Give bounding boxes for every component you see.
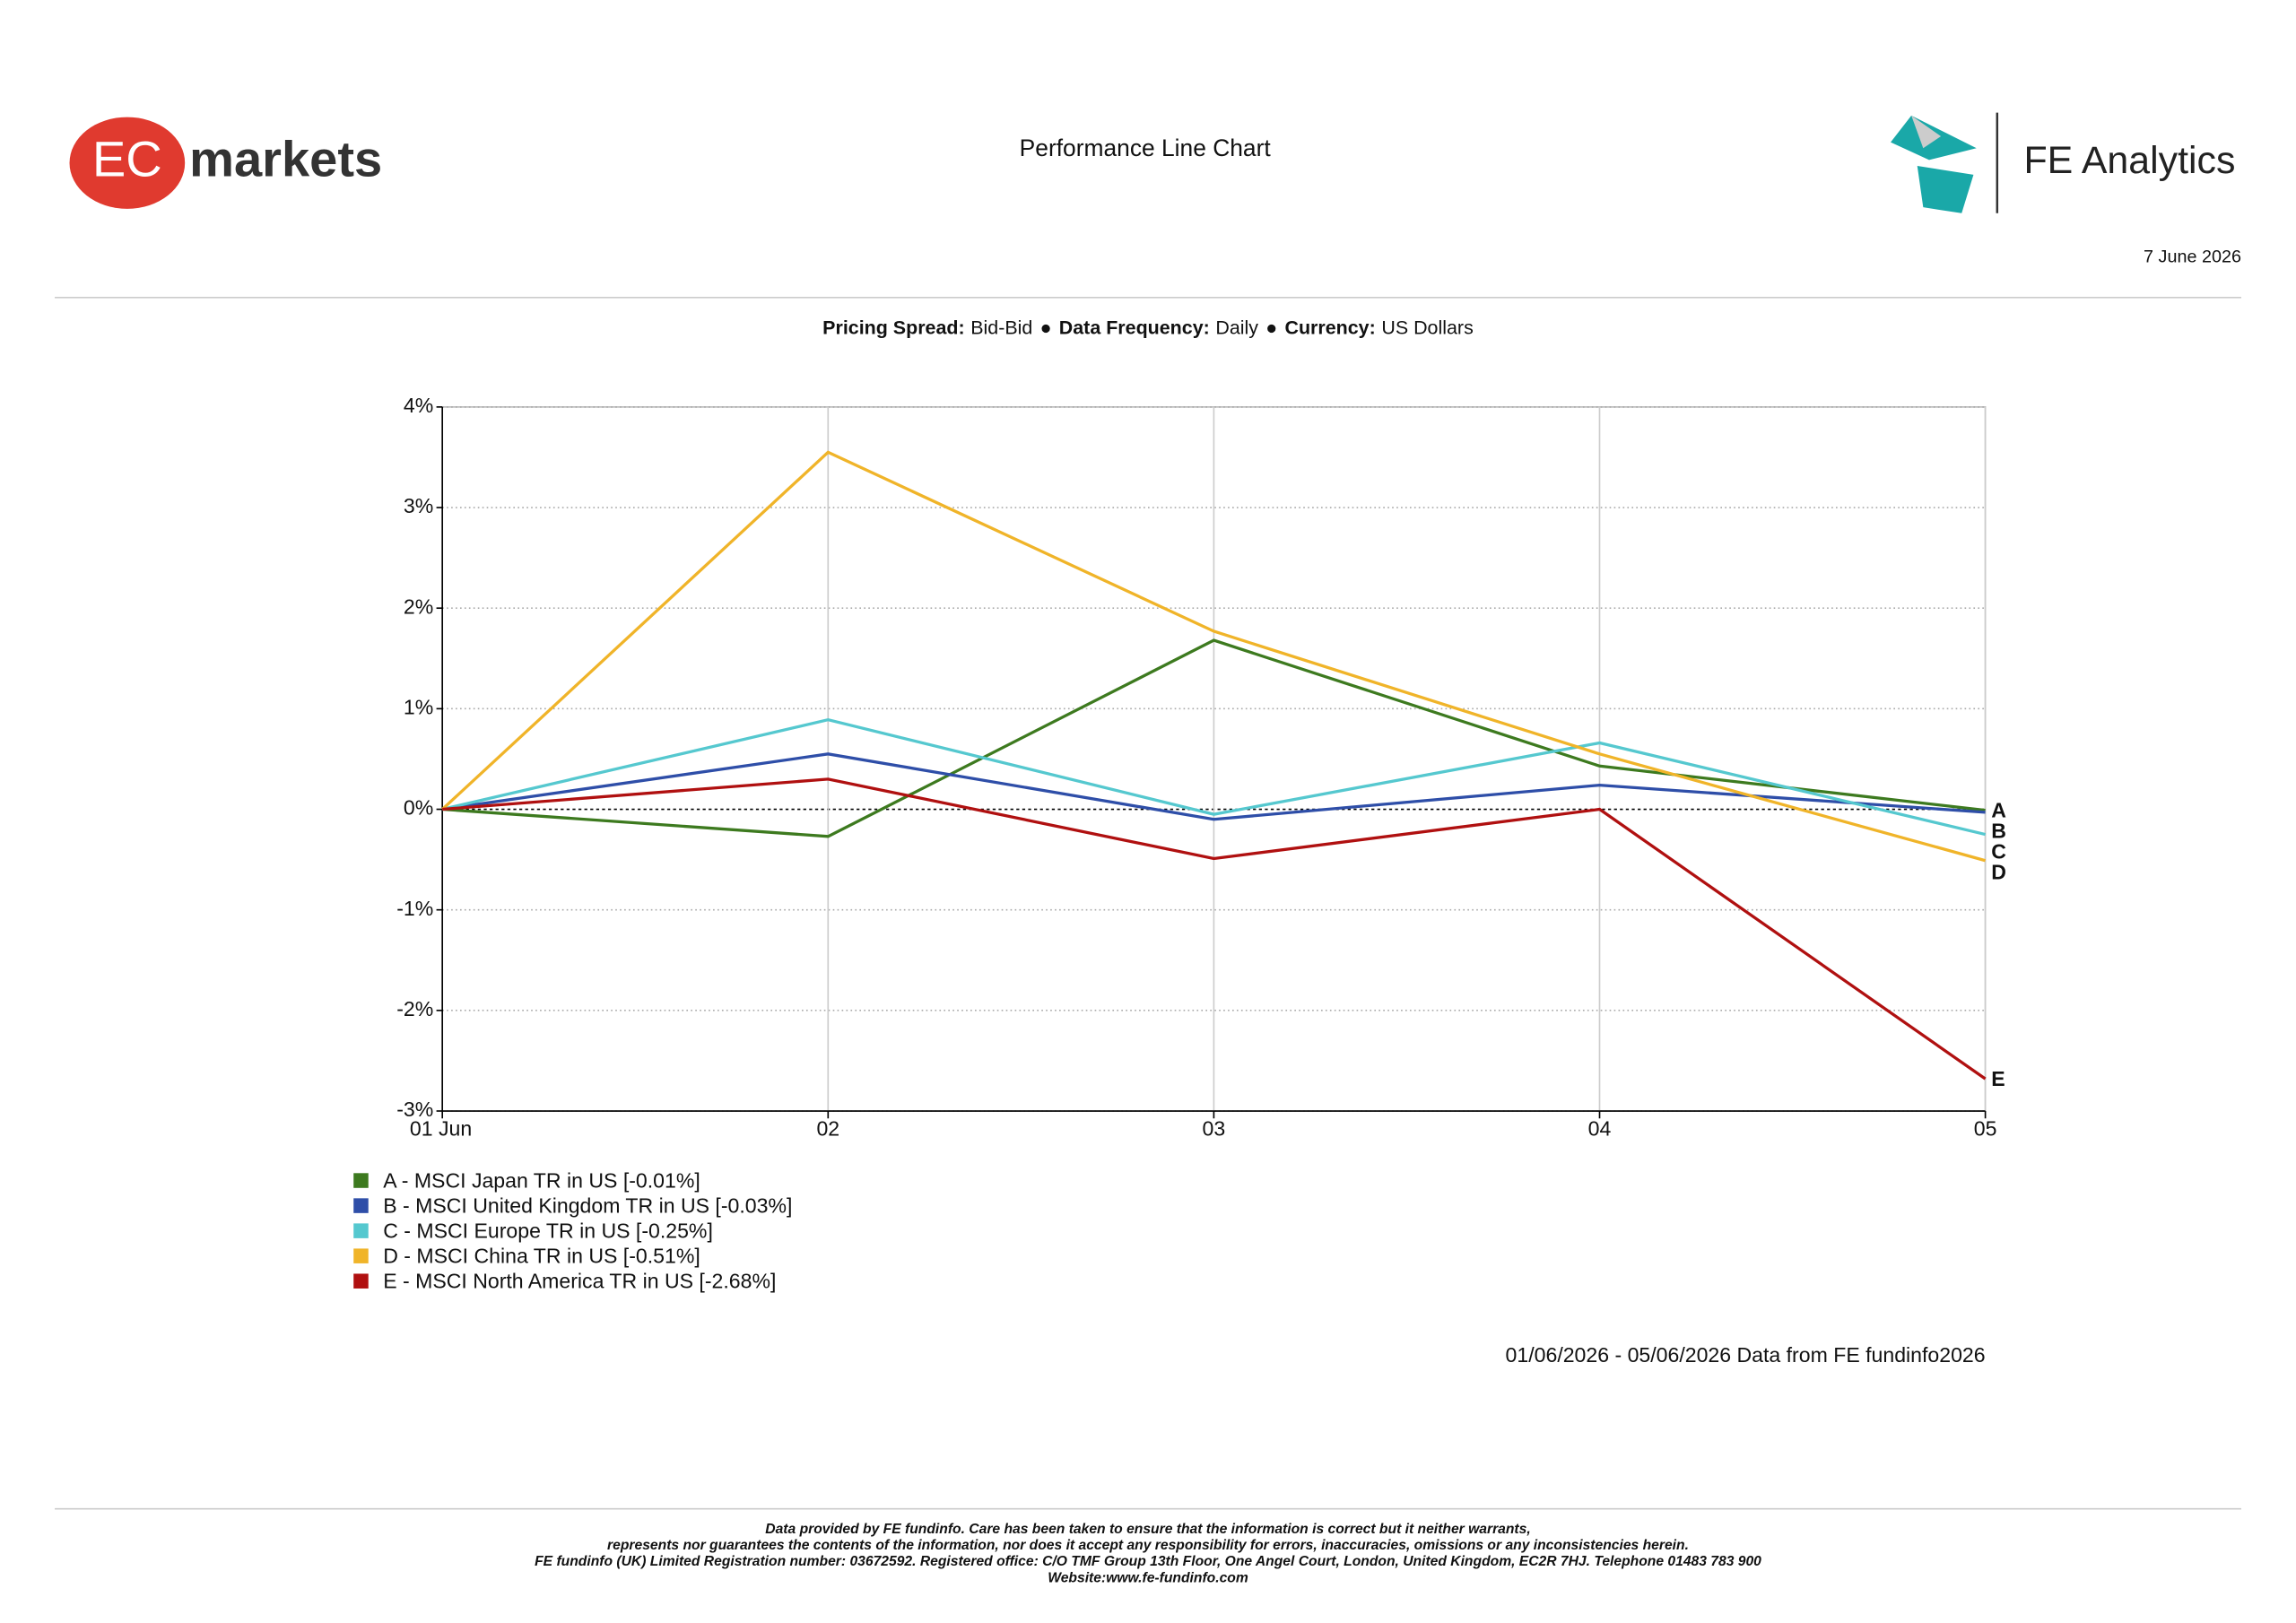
logo-shape <box>1917 166 1974 213</box>
end-label: E <box>1991 1067 2005 1090</box>
legend-swatch <box>353 1273 369 1289</box>
disclaimer-line: represents nor guarantees the contents o… <box>607 1538 1689 1553</box>
logo-mark: EC <box>92 131 162 187</box>
x-tick-label: 02 <box>816 1117 839 1141</box>
legend-swatch <box>353 1198 369 1213</box>
separator: ● <box>1040 317 1052 338</box>
y-tick-label: 0% <box>404 796 433 820</box>
fe-logo: FE Analytics <box>1891 112 2235 213</box>
logo-shape <box>1911 115 1942 149</box>
x-tick-label: 05 <box>1974 1117 1997 1141</box>
setting-label: Currency: <box>1284 317 1375 338</box>
report-date: 7 June 2026 <box>2144 247 2241 267</box>
setting-value: Daily <box>1215 317 1258 338</box>
series-line <box>441 718 1986 837</box>
page-title: Performance Line Chart <box>1020 135 1272 161</box>
x-tick-label: 01 Jun <box>410 1117 472 1141</box>
y-tick-label: -3% <box>396 1098 433 1121</box>
y-tick-label: 2% <box>404 595 433 618</box>
legend-label: A - MSCI Japan TR in US [-0.01%] <box>383 1168 700 1192</box>
y-tick-label: 4% <box>404 394 433 417</box>
ec-logo: EC markets <box>69 117 382 209</box>
y-tick-label: -1% <box>396 897 433 920</box>
legend-label: E - MSCI North America TR in US [-2.68%] <box>383 1269 776 1292</box>
legend-label: B - MSCI United Kingdom TR in US [-0.03%… <box>383 1193 792 1217</box>
x-tick-label: 03 <box>1203 1117 1226 1141</box>
y-tick-label: 1% <box>404 695 433 718</box>
end-label: D <box>1991 861 2006 884</box>
legend-swatch <box>353 1248 369 1263</box>
disclaimer-line: Data provided by FE fundinfo. Care has b… <box>765 1522 1530 1537</box>
disclaimer-line: Website:www.fe-fundinfo.com <box>1048 1570 1248 1585</box>
settings-line: Pricing Spread: Bid-Bid ● Data Frequency: Da… <box>822 317 1474 338</box>
setting-value: US Dollars <box>1381 317 1473 338</box>
legend-label: D - MSCI China TR in US [-0.51%] <box>383 1244 700 1267</box>
logo-text: FE Analytics <box>2023 139 2235 182</box>
setting-label: Data Frequency: <box>1059 317 1210 338</box>
setting-value: Bid-Bid <box>970 317 1032 338</box>
legend-swatch <box>353 1173 369 1188</box>
series-line <box>442 777 1987 1081</box>
logo-badge <box>69 117 186 209</box>
series-line <box>442 638 1986 838</box>
y-tick-label: -2% <box>396 997 433 1020</box>
y-tick-label: 3% <box>404 494 433 517</box>
footer: Data provided by FE fundinfo. Care has b… <box>535 1522 1761 1585</box>
end-label: A <box>1991 798 2006 821</box>
legend-swatch <box>353 1223 369 1238</box>
disclaimer-line: FE fundinfo (UK) Limited Registration nu… <box>535 1554 1761 1569</box>
x-tick-label: 04 <box>1588 1117 1612 1141</box>
series-line <box>441 450 1987 863</box>
end-label: B <box>1991 819 2006 842</box>
setting-label: Pricing Spread: <box>822 317 964 338</box>
logo-word: markets <box>189 131 382 187</box>
separator: ● <box>1265 317 1277 338</box>
end-label: C <box>1991 840 2006 864</box>
legend-label: C - MSCI Europe TR in US [-0.25%] <box>383 1219 713 1242</box>
series-line <box>441 752 1986 821</box>
source-note: 01/06/2026 - 05/06/2026 Data from FE fun… <box>1506 1343 1986 1367</box>
